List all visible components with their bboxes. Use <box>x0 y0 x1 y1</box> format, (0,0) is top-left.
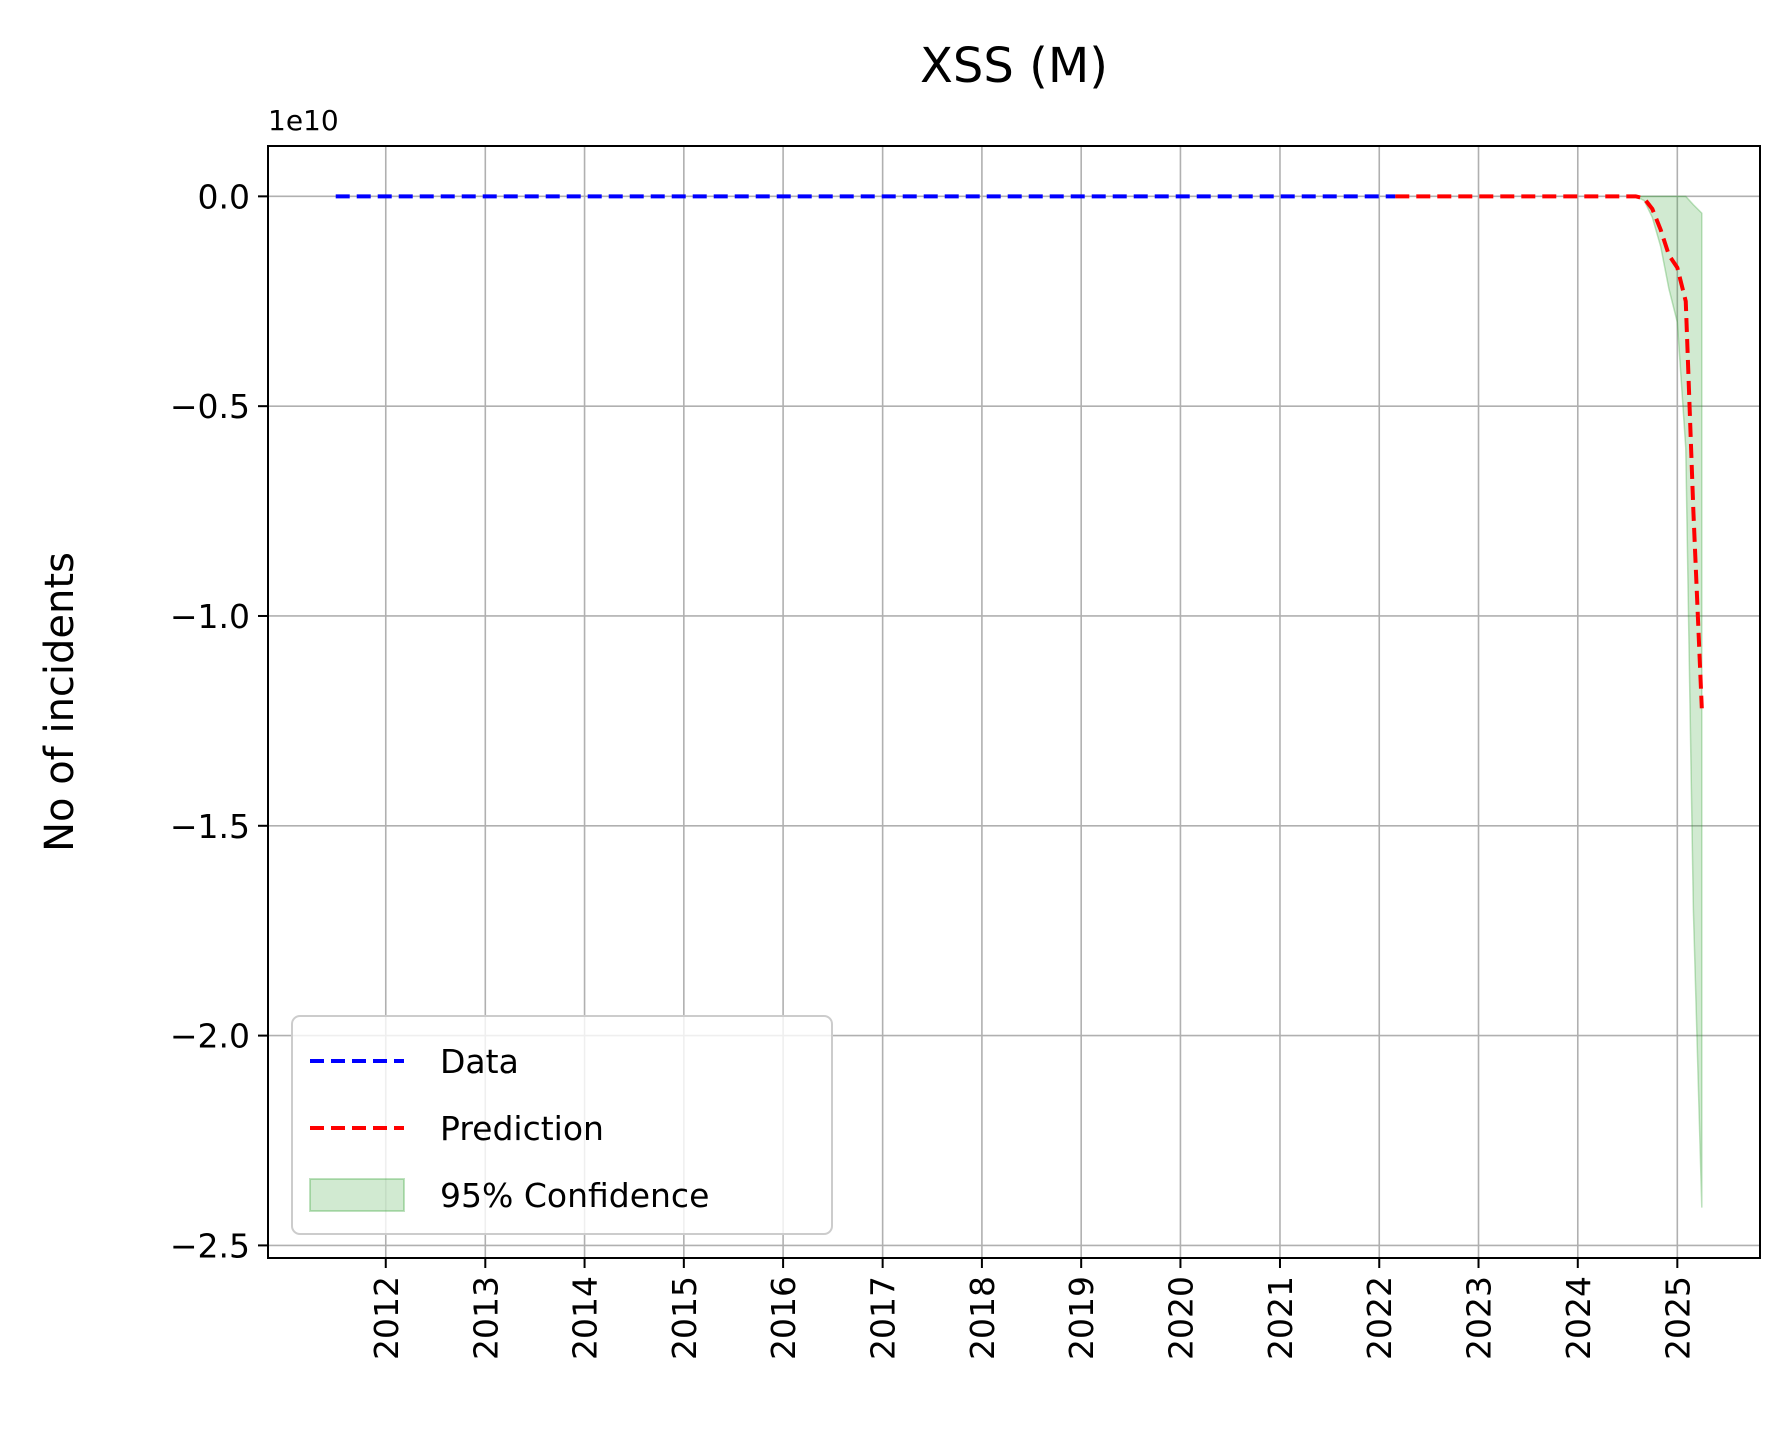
confidence-band <box>1635 195 1703 1208</box>
x-tick-label: 2013 <box>466 1276 505 1360</box>
x-tick-label: 2020 <box>1161 1276 1200 1360</box>
series-line-prediction <box>1395 194 1704 709</box>
chart-title: XSS (M) <box>920 38 1108 94</box>
x-tick-label: 2017 <box>864 1276 903 1360</box>
y-tick-label: −1.0 <box>170 597 250 636</box>
y-axis: 0.0 −0.5 −1.0 −1.5 −2.0 −2.5 <box>170 177 268 1265</box>
x-tick-label: 2025 <box>1658 1276 1697 1360</box>
legend: Data Prediction 95% Confidence <box>291 1015 833 1235</box>
legend-swatch-confidence <box>309 1178 405 1212</box>
y-tick-label: −0.5 <box>170 387 250 426</box>
y-offset-label: 1e10 <box>268 104 339 137</box>
y-axis-label: No of incidents <box>37 552 83 852</box>
x-tick-label: 2021 <box>1261 1276 1300 1360</box>
legend-box <box>291 1015 833 1235</box>
x-tick-label: 2019 <box>1062 1276 1101 1360</box>
x-tick-label: 2015 <box>665 1276 704 1360</box>
grid <box>268 146 1760 1258</box>
x-tick-label: 2023 <box>1460 1276 1499 1360</box>
y-tick-label: −1.5 <box>170 807 250 846</box>
x-tick-label: 2014 <box>566 1276 605 1360</box>
legend-label-data: Data <box>440 1042 519 1081</box>
x-tick-label: 2018 <box>963 1276 1002 1360</box>
y-tick-label: 0.0 <box>198 177 250 216</box>
x-tick-label: 2024 <box>1559 1276 1598 1360</box>
x-tick-label: 2016 <box>764 1276 803 1360</box>
legend-label-prediction: Prediction <box>440 1109 604 1148</box>
x-tick-label: 2012 <box>367 1276 406 1360</box>
x-axis: 2012 2013 2014 2015 2016 2017 2018 2019 2020 2021… <box>367 1258 1697 1360</box>
plot-area <box>335 194 1704 1208</box>
y-tick-label: −2.5 <box>170 1226 250 1265</box>
y-tick-label: −2.0 <box>170 1017 250 1056</box>
x-tick-label: 2022 <box>1360 1276 1399 1360</box>
axes-frame <box>267 145 1761 1259</box>
legend-label-confidence: 95% Confidence <box>440 1176 709 1215</box>
